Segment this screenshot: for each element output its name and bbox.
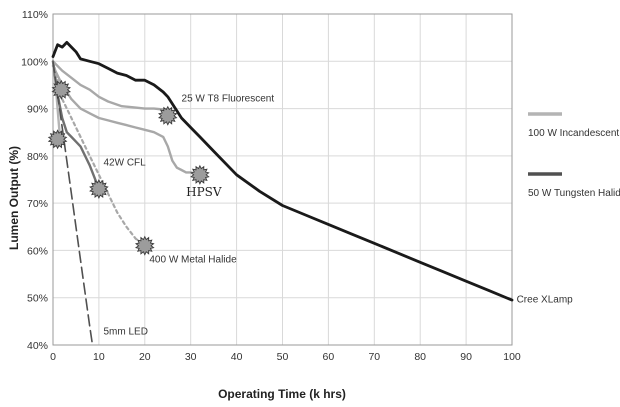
marker-layer — [47, 79, 210, 256]
annotation-layer: 25 W T8 Fluorescent HPSV 42W CFL 400 W Meta… — [103, 93, 573, 337]
series-layer — [51, 41, 514, 346]
plot-border — [52, 13, 513, 346]
y-tick-label: 100% — [21, 56, 48, 68]
series-annotation: 400 W Metal Halide — [149, 254, 237, 265]
data-marker — [47, 129, 68, 150]
series-line — [51, 60, 101, 191]
series-line — [51, 60, 170, 117]
legend: 100 W Incandescent 50 W Tungsten Halide — [528, 112, 620, 199]
x-tick-label: 50 — [277, 351, 289, 363]
x-tick-label: 100 — [503, 351, 521, 363]
x-tick-label: 10 — [93, 351, 105, 363]
y-tick-label: 40% — [27, 340, 48, 352]
series-annotation: 42W CFL — [103, 157, 146, 168]
x-tick-label: 70 — [368, 351, 380, 363]
data-marker — [190, 164, 210, 185]
data-marker — [89, 178, 109, 200]
x-tick-label: 30 — [185, 351, 197, 363]
series-annotation: Cree XLamp — [517, 294, 574, 305]
series-annotation: HPSV — [186, 185, 222, 199]
series-annotation: 5mm LED — [103, 327, 147, 338]
y-tick-label: 80% — [27, 151, 48, 163]
y-tick-label: 60% — [27, 245, 48, 257]
series-line — [51, 64, 202, 177]
x-tick-label: 20 — [139, 351, 151, 363]
legend-label: 100 W Incandescent — [528, 128, 619, 139]
y-tick-label: 50% — [27, 293, 48, 305]
x-tick-label: 40 — [231, 351, 243, 363]
y-tick-label: 90% — [27, 104, 48, 116]
y-axis-title: Lumen Output (%) — [7, 146, 21, 250]
legend-label: 50 W Tungsten Halide — [528, 188, 620, 199]
series-line — [51, 41, 514, 302]
data-marker — [158, 105, 178, 126]
x-axis-title: Operating Time (k hrs) — [218, 387, 346, 401]
x-tick-label: 80 — [414, 351, 426, 363]
x-tick-label: 90 — [460, 351, 472, 363]
series-annotation: 25 W T8 Fluorescent — [182, 93, 275, 104]
plot-frame — [52, 13, 513, 346]
x-tick-label: 0 — [50, 351, 56, 363]
tick-labels: 0 10 20 30 40 50 60 70 80 90 100 40% 50% 60% 70% 80% 90%… — [21, 9, 521, 363]
data-marker — [134, 235, 155, 256]
series-line — [52, 60, 94, 346]
data-marker — [51, 79, 71, 100]
series-line — [51, 60, 146, 247]
x-tick-label: 60 — [323, 351, 335, 363]
y-tick-label: 110% — [22, 9, 48, 21]
y-tick-label: 70% — [27, 198, 48, 210]
